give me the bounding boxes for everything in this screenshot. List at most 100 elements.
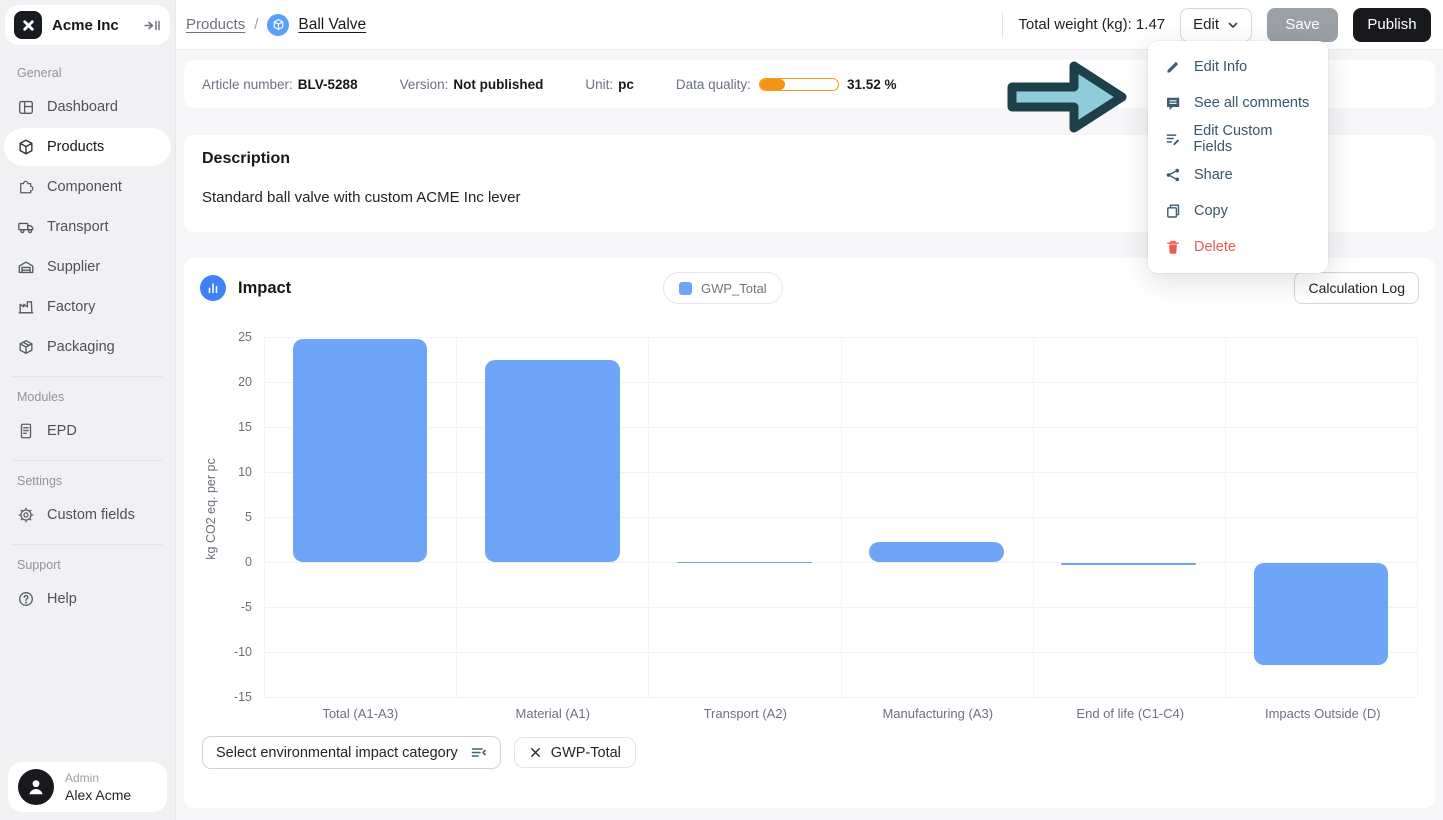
article-number: Article number: BLV-5288 bbox=[202, 77, 358, 92]
edit-button[interactable]: Edit bbox=[1180, 7, 1252, 42]
chart-bar-5[interactable] bbox=[1253, 563, 1389, 665]
topbar-divider bbox=[1002, 11, 1004, 38]
x-axis-label: Total (A1-A3) bbox=[322, 706, 399, 721]
chevron-down-icon bbox=[1228, 22, 1238, 28]
sidebar-item-epd[interactable]: EPD bbox=[4, 412, 171, 450]
sidebar-item-component[interactable]: Component bbox=[4, 168, 171, 206]
comment-icon bbox=[1167, 97, 1180, 110]
share-icon bbox=[1166, 168, 1180, 182]
impact-category-select[interactable]: Select environmental impact category bbox=[202, 736, 501, 769]
section-label-settings: Settings bbox=[17, 474, 63, 488]
y-axis-tick: 20 bbox=[238, 375, 252, 389]
gear-icon bbox=[18, 507, 34, 523]
description-title: Description bbox=[202, 150, 291, 167]
bar-chart-icon bbox=[208, 283, 218, 294]
gridline-v bbox=[1032, 337, 1034, 697]
version-value: Not published bbox=[453, 76, 544, 92]
data-quality-value: 31.52 % bbox=[846, 76, 897, 92]
article-number-label: Article number: bbox=[202, 76, 293, 92]
data-quality-fill bbox=[759, 78, 785, 90]
cube-icon bbox=[273, 19, 284, 30]
trash-icon bbox=[1167, 240, 1179, 254]
product-badge bbox=[267, 13, 290, 36]
chip-label: GWP-Total bbox=[550, 744, 621, 761]
gridline-v bbox=[456, 337, 458, 697]
sidebar-item-label: Supplier bbox=[47, 259, 101, 275]
calculation-log-button[interactable]: Calculation Log bbox=[1294, 272, 1419, 304]
x-axis-label: End of life (C1-C4) bbox=[1076, 706, 1185, 721]
y-axis-tick: -15 bbox=[233, 690, 252, 704]
y-axis-title: kg CO2 eq. per pc bbox=[204, 458, 218, 560]
gridline-v bbox=[648, 337, 650, 697]
chart-bar-4[interactable] bbox=[1061, 563, 1196, 565]
section-label-support: Support bbox=[17, 558, 61, 572]
dashboard-icon bbox=[19, 100, 33, 114]
x-axis-label: Material (A1) bbox=[515, 706, 590, 721]
impact-header: Impact GWP_Total Calculation Log bbox=[200, 271, 1419, 305]
sidebar-item-supplier[interactable]: Supplier bbox=[4, 248, 171, 286]
legend-swatch bbox=[678, 281, 692, 295]
unit-value: pc bbox=[618, 76, 634, 92]
sidebar-item-label: Transport bbox=[47, 219, 109, 235]
chart-bar-0[interactable] bbox=[292, 338, 428, 562]
sidebar-item-label: EPD bbox=[47, 423, 77, 439]
sidebar-item-label: Component bbox=[47, 179, 122, 195]
menu-item-label: See all comments bbox=[1194, 95, 1310, 111]
x-axis-label: Impacts Outside (D) bbox=[1264, 706, 1381, 721]
sidebar-item-packaging[interactable]: Packaging bbox=[4, 328, 171, 366]
menu-item-copy[interactable]: Copy bbox=[1148, 193, 1328, 229]
menu-item-edit-info[interactable]: Edit Info bbox=[1148, 49, 1328, 85]
chart-bar-2[interactable] bbox=[677, 561, 812, 564]
version: Version: Not published bbox=[400, 77, 544, 92]
chart-x-labels: Total (A1-A3) Material (A1) Transport (A2)… bbox=[264, 697, 1419, 721]
copy-icon bbox=[1167, 204, 1180, 218]
company-card: Acme Inc bbox=[5, 5, 170, 45]
unit: Unit: pc bbox=[585, 77, 634, 92]
remove-chip-icon[interactable] bbox=[529, 746, 542, 759]
edit-button-label: Edit bbox=[1193, 16, 1219, 33]
sidebar-item-dashboard[interactable]: Dashboard bbox=[4, 88, 171, 126]
impact-badge bbox=[200, 275, 226, 301]
sidebar-item-label: Custom fields bbox=[47, 507, 135, 523]
y-axis-tick: 25 bbox=[238, 330, 252, 344]
menu-item-delete[interactable]: Delete bbox=[1148, 229, 1328, 265]
breadcrumb-current-page[interactable]: Ball Valve bbox=[298, 15, 367, 33]
gridline-v bbox=[264, 337, 265, 697]
sidebar-spacer bbox=[0, 619, 175, 754]
x-logo-icon bbox=[22, 19, 34, 31]
sidebar-divider bbox=[12, 376, 163, 377]
sidebar-item-help[interactable]: Help bbox=[4, 580, 171, 618]
chart-controls: Select environmental impact category GWP… bbox=[202, 736, 1419, 769]
x-axis-label: Manufacturing (A3) bbox=[882, 706, 994, 721]
user-card[interactable]: Admin Alex Acme bbox=[8, 762, 167, 812]
menu-item-share[interactable]: Share bbox=[1148, 157, 1328, 193]
sidebar-item-custom-fields[interactable]: Custom fields bbox=[4, 496, 171, 534]
sidebar-item-transport[interactable]: Transport bbox=[4, 208, 171, 246]
breadcrumb-products-link[interactable]: Products bbox=[186, 16, 246, 33]
chart-bar-1[interactable] bbox=[484, 360, 620, 562]
products-cube-icon bbox=[19, 139, 33, 155]
sidebar-item-label: Products bbox=[47, 139, 105, 155]
menu-item-see-all-comments[interactable]: See all comments bbox=[1148, 85, 1328, 121]
help-circle-icon bbox=[19, 592, 33, 606]
packaging-box-icon bbox=[19, 340, 33, 354]
chart-legend[interactable]: GWP_Total bbox=[662, 272, 783, 304]
y-axis-tick: 10 bbox=[238, 465, 252, 479]
collapse-sidebar-icon[interactable] bbox=[143, 17, 160, 34]
avatar bbox=[18, 769, 54, 805]
sidebar-item-label: Packaging bbox=[47, 339, 115, 355]
breadcrumb: Products / Ball Valve bbox=[186, 13, 367, 36]
selected-category-chip: GWP-Total bbox=[513, 737, 636, 768]
chart-plot: 25 20 15 10 5 0 -5 -10 -15 bbox=[234, 323, 1418, 704]
chart-bar-3[interactable] bbox=[869, 542, 1004, 562]
y-axis-tick: 15 bbox=[238, 420, 252, 434]
sidebar-item-products[interactable]: Products bbox=[4, 128, 171, 166]
publish-button[interactable]: Publish bbox=[1353, 7, 1431, 42]
data-quality: Data quality: 31.52 % bbox=[676, 77, 897, 92]
y-axis-tick: -10 bbox=[233, 645, 252, 659]
save-button[interactable]: Save bbox=[1267, 7, 1338, 42]
menu-item-edit-custom-fields[interactable]: Edit Custom Fields bbox=[1148, 121, 1328, 157]
sidebar-item-label: Help bbox=[47, 591, 77, 607]
sidebar-item-factory[interactable]: Factory bbox=[4, 288, 171, 326]
menu-item-label: Share bbox=[1194, 167, 1233, 183]
